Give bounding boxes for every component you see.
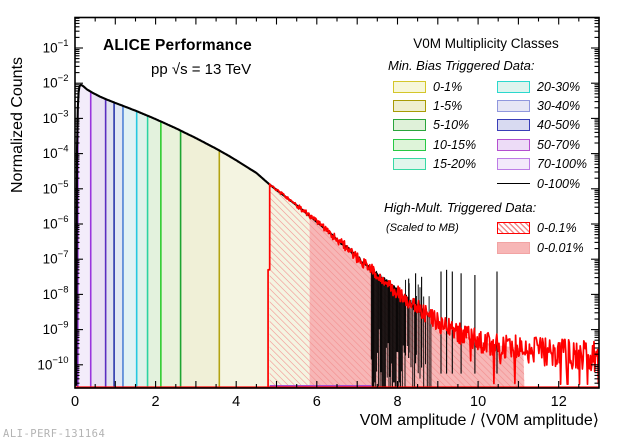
legend-swatch bbox=[393, 100, 426, 113]
x-tick-labels: 0 2 4 6 8 10 12 bbox=[71, 394, 567, 410]
legend-entry-20-30pct: 20-30% bbox=[497, 77, 594, 96]
y-tick-label: 10−1 bbox=[43, 38, 69, 56]
band-30-40pct bbox=[114, 102, 123, 389]
legend-hm-label-2: 0-0.01% bbox=[537, 241, 584, 256]
y-axis-title: Normalized Counts bbox=[9, 56, 26, 194]
legend: V0M Multiplicity Classes Min. Bias Trigg… bbox=[378, 36, 594, 258]
hm-curve bbox=[267, 183, 600, 388]
figure-id-label: ALI-PERF-131164 bbox=[3, 428, 106, 440]
legend-swatch bbox=[497, 80, 530, 93]
legend-column-1: 0-1% 1-5% 5-10% 10-15% 15-20% bbox=[378, 77, 497, 193]
legend-entry-1-5pct: 1-5% bbox=[393, 96, 497, 115]
legend-entry-0-100pct: 0-100% bbox=[497, 174, 594, 193]
legend-hm-header: High-Mult. Triggered Data: bbox=[384, 200, 537, 216]
legend-columns: 0-1% 1-5% 5-10% 10-15% 15-20% 20-30% 30-40% 40… bbox=[378, 77, 594, 193]
legend-swatch bbox=[497, 138, 530, 151]
legend-hm-row-2: 0-0.01% bbox=[378, 238, 594, 258]
legend-hm-label-1: 0-0.1% bbox=[537, 221, 577, 236]
legend-entry-30-40pct: 30-40% bbox=[497, 96, 594, 115]
x-tick-label: 8 bbox=[393, 394, 401, 410]
y-tick-label: 10−4 bbox=[43, 144, 69, 162]
legend-entry-40-50pct: 40-50% bbox=[497, 116, 594, 135]
legend-swatch bbox=[393, 138, 426, 151]
x-tick-label: 4 bbox=[232, 394, 240, 410]
legend-entry-5-10pct: 5-10% bbox=[393, 116, 497, 135]
legend-swatch bbox=[497, 158, 530, 171]
band-70-100pct bbox=[77, 84, 91, 389]
band-5-10pct bbox=[160, 121, 181, 388]
pink-swatch bbox=[497, 242, 530, 255]
legend-entry-label: 40-50% bbox=[537, 118, 581, 133]
band-1-5pct bbox=[180, 130, 220, 388]
legend-entry-label: 70-100% bbox=[537, 157, 588, 172]
legend-entry-label: 0-100% bbox=[537, 176, 581, 191]
legend-entry-label: 20-30% bbox=[537, 79, 581, 94]
band-20-30pct bbox=[123, 105, 137, 389]
legend-hm-row-1: (Scaled to MB) 0-0.1% bbox=[378, 218, 594, 238]
y-tick-label: 10−2 bbox=[43, 73, 69, 91]
x-tick-label: 6 bbox=[313, 394, 321, 410]
band-50-70pct bbox=[90, 91, 106, 388]
y-tick-label: 10−10 bbox=[37, 355, 68, 373]
axis-ticks bbox=[74, 17, 600, 388]
band-15-20pct bbox=[136, 111, 148, 388]
plot-title: ALICE Performance bbox=[103, 37, 252, 54]
legend-entry-label: 15-20% bbox=[433, 157, 477, 172]
legend-entry-15-20pct: 15-20% bbox=[393, 155, 497, 174]
x-tick-label: 2 bbox=[152, 394, 160, 410]
legend-swatch bbox=[497, 119, 530, 132]
band-40-50pct bbox=[105, 99, 115, 388]
legend-title: V0M Multiplicity Classes bbox=[413, 36, 559, 51]
y-tick-label: 10−3 bbox=[43, 108, 69, 126]
legend-hm-note: (Scaled to MB) bbox=[386, 222, 459, 235]
y-tick-label: 10−5 bbox=[43, 179, 69, 197]
x-tick-label: 12 bbox=[551, 394, 567, 410]
mb-total-curve bbox=[75, 83, 425, 386]
legend-entry-label: 30-40% bbox=[537, 99, 581, 114]
plot-subtitle: pp √s = 13 TeV bbox=[151, 61, 252, 78]
legend-swatch bbox=[393, 80, 426, 93]
legend-entry-70-100pct: 70-100% bbox=[497, 155, 594, 174]
x-tick-label: 10 bbox=[470, 394, 486, 410]
y-tick-label: 10−8 bbox=[43, 284, 69, 302]
legend-entry-label: 0-1% bbox=[433, 79, 463, 94]
x-tick-label: 0 bbox=[71, 394, 79, 410]
y-tick-label: 10−6 bbox=[43, 214, 69, 232]
legend-entry-label: 5-10% bbox=[433, 118, 470, 133]
y-tick-label: 10−7 bbox=[43, 249, 69, 267]
band-10-15pct bbox=[147, 115, 161, 388]
legend-swatch bbox=[497, 100, 530, 113]
legend-column-2: 20-30% 30-40% 40-50% 50-70% 70-100% 0-100% bbox=[497, 77, 594, 193]
legend-entry-label: 50-70% bbox=[537, 137, 581, 152]
hatch-swatch bbox=[497, 222, 530, 235]
mb-total-line-swatch bbox=[497, 183, 530, 185]
legend-entry-50-70pct: 50-70% bbox=[497, 135, 594, 154]
legend-entry-0-1pct: 0-1% bbox=[393, 77, 497, 96]
legend-entry-label: 1-5% bbox=[433, 99, 463, 114]
legend-mb-header: Min. Bias Triggered Data: bbox=[388, 58, 535, 73]
y-tick-label: 10−9 bbox=[43, 320, 69, 338]
legend-swatch bbox=[393, 119, 426, 132]
y-tick-labels: 10−1 10−2 10−3 10−4 10−5 10−6 10−7 10−8 10−9 10−1… bbox=[37, 38, 68, 372]
x-axis-title: V0M amplitude / ⟨V0M amplitude⟩ bbox=[359, 412, 599, 429]
legend-entry-label: 10-15% bbox=[433, 137, 477, 152]
legend-entry-10-15pct: 10-15% bbox=[393, 135, 497, 154]
legend-swatch bbox=[393, 158, 426, 171]
